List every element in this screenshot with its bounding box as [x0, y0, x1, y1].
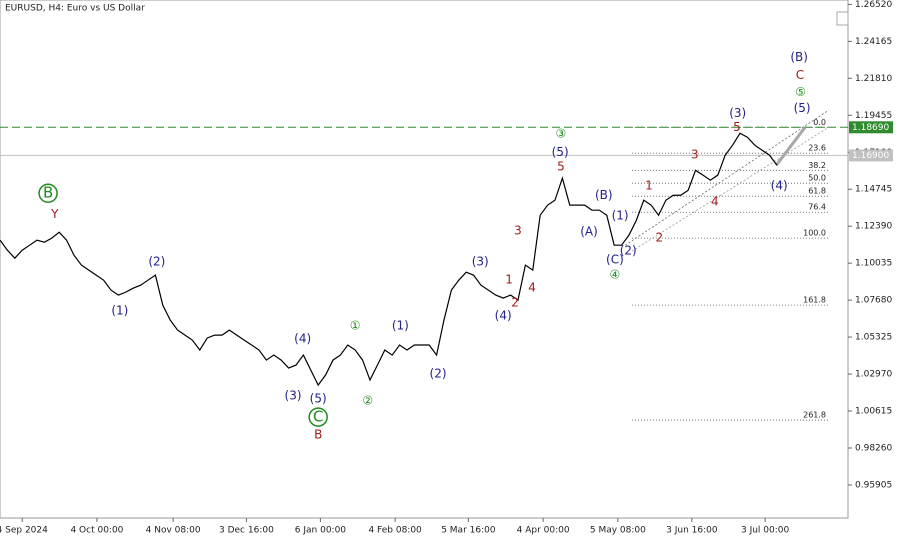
wave-label: (2): [430, 367, 447, 381]
fib-label: 38.2: [808, 161, 826, 170]
fib-label: 261.8: [803, 411, 826, 420]
wave-label: 4: [711, 195, 719, 209]
y-tick-label: 1.14745: [855, 185, 892, 195]
fib-label: 0.0: [813, 118, 826, 127]
wave-label: (4): [771, 179, 788, 193]
panel-icon[interactable]: [836, 11, 849, 26]
fib-label: 100.0: [803, 229, 826, 238]
price-line-series: [0, 132, 778, 387]
y-tick-label: 1.02970: [855, 370, 892, 380]
price-tag-label: 1.18690: [852, 123, 889, 133]
wave-label: 3: [514, 224, 522, 238]
wave-label: (5): [794, 101, 811, 115]
x-tick-label: 5 May 08:00: [590, 526, 646, 536]
wave-label: (2): [148, 255, 165, 269]
x-tick-label: 4 Nov 08:00: [146, 526, 201, 536]
wave-label: B: [314, 427, 322, 441]
wave-label: (1): [392, 319, 409, 333]
wave-label: 3: [691, 148, 699, 162]
y-tick-label: 0.98260: [855, 443, 892, 453]
wave-label: (1): [111, 304, 128, 318]
y-tick-label: 1.12390: [855, 222, 892, 232]
y-tick-label: 1.26520: [855, 0, 892, 10]
x-tick-label: 3 Jul 00:00: [741, 526, 790, 536]
x-tick-label: 5 Mar 16:00: [441, 526, 496, 536]
wave-label: ④: [610, 268, 621, 282]
wave-circle: [38, 183, 58, 203]
wave-label: C: [313, 408, 323, 426]
wave-label: (3): [729, 106, 746, 120]
wave-label: (2): [620, 244, 637, 258]
fib-label: 61.8: [808, 187, 826, 196]
fib-label: 161.8: [803, 296, 826, 305]
wave-label: ①: [350, 319, 361, 333]
y-tick-label: 1.10035: [855, 259, 892, 269]
y-tick-label: 1.19455: [855, 111, 892, 121]
y-tick-label: 1.24165: [855, 37, 892, 47]
wave-label: (3): [285, 389, 302, 403]
x-tick-label: 4 Feb 08:00: [368, 526, 422, 536]
x-tick-label: 3 Dec 16:00: [219, 526, 274, 536]
price-tag: [849, 149, 893, 162]
wave-label: (5): [310, 392, 327, 406]
wave-label: (3): [472, 255, 489, 269]
x-tick-label: 6 Jan 00:00: [295, 526, 347, 536]
y-tick-label: 0.95905: [855, 480, 892, 490]
wave-label: ②: [362, 394, 373, 408]
fib-label: 76.4: [808, 203, 826, 212]
wave-label: (4): [294, 332, 311, 346]
plot-frame: [0, 0, 849, 519]
wave-label: 1: [645, 179, 653, 193]
y-tick-label: 1.07680: [855, 296, 892, 306]
y-tick-label: 1.00615: [855, 407, 892, 417]
fib-label: 50.0: [808, 174, 826, 183]
wave-circle: [308, 407, 328, 427]
wave-label: 2: [655, 231, 663, 245]
x-tick-label: 3 Jun 16:00: [666, 526, 718, 536]
wave-label: 4: [528, 281, 536, 295]
x-tick-label: 4 Oct 00:00: [70, 526, 123, 536]
wave-label: (B): [790, 50, 808, 64]
fib-label: 23.6: [808, 144, 826, 153]
trend-line: [775, 126, 807, 167]
wave-label: ⑤: [795, 85, 806, 99]
wave-label: (B): [595, 188, 613, 202]
wave-label: C: [796, 68, 804, 82]
trend-line: [625, 109, 829, 246]
wave-label: Y: [50, 207, 59, 221]
wave-label: 1: [505, 273, 513, 287]
wave-label: (4): [495, 309, 512, 323]
wave-label: (1): [612, 209, 629, 223]
price-tag-label: 1.16900: [852, 151, 889, 161]
wave-label: 5: [557, 160, 565, 174]
y-tick-label: 1.05325: [855, 333, 892, 343]
wave-label: 2: [511, 296, 519, 310]
wave-label: B: [43, 184, 53, 202]
x-tick-label: 4 Sep 2024: [0, 526, 48, 536]
wave-label: (5): [552, 145, 569, 159]
wave-label: (A): [580, 225, 598, 239]
trend-line: [631, 126, 829, 252]
x-tick-label: 4 Apr 00:00: [517, 526, 570, 536]
y-tick-label: 1.21810: [855, 74, 892, 84]
chart-title: EURUSD, H4: Euro vs US Dollar: [5, 4, 145, 14]
wave-label: 5: [733, 120, 741, 134]
wave-label: (C): [606, 253, 624, 267]
wave-label: ③: [556, 127, 567, 141]
price-tag: [849, 121, 893, 134]
